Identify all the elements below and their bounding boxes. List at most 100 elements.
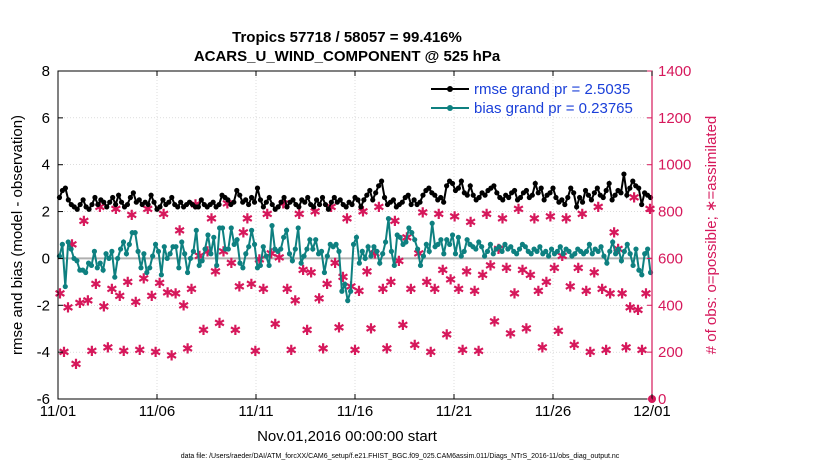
rmse-point [588, 197, 595, 203]
bias-point [429, 220, 435, 226]
obs-marker: ✱ [138, 271, 150, 287]
obs-marker: ✱ [409, 338, 421, 354]
bias-point [473, 246, 479, 252]
obs-marker: ✱ [441, 328, 453, 344]
bias-point [147, 265, 153, 271]
bias-point [339, 288, 345, 294]
obs-marker: ✱ [66, 237, 78, 253]
obs-marker: ✱ [497, 212, 509, 228]
legend: rmse grand pr = 2.5035 bias grand pr = 0.… [431, 81, 633, 117]
bias-point [184, 269, 191, 276]
obs-marker: ✱ [210, 264, 222, 280]
bias-point [566, 248, 572, 254]
bias-point [464, 237, 470, 243]
bias-point [627, 251, 633, 257]
rmse-point [115, 192, 122, 198]
legend-rmse-label: rmse grand pr = 2.5035 [474, 81, 630, 98]
obs-marker: ✱ [620, 340, 632, 356]
bias-point [645, 246, 651, 252]
obs-marker: ✱ [222, 196, 234, 212]
rmse-point [370, 197, 376, 203]
obs-marker: ✱ [194, 249, 206, 265]
bias-point [479, 244, 485, 250]
bias-point [281, 234, 287, 240]
bias-point [88, 262, 95, 269]
bias-point [353, 234, 360, 240]
bias-point [283, 227, 290, 233]
obs-marker: ✱ [469, 284, 481, 300]
obs-marker: ✱ [182, 342, 194, 358]
bias-point [476, 239, 482, 245]
obs-marker: ✱ [600, 343, 612, 359]
obs-marker: ✱ [313, 291, 325, 307]
bias-point [208, 251, 214, 257]
rmse-point [178, 199, 184, 205]
bias-point [249, 227, 255, 233]
rmse-point [136, 197, 142, 203]
bias-point [278, 246, 284, 252]
bias-point [292, 246, 298, 252]
bias-point [251, 241, 258, 247]
obs-marker: ✱ [489, 315, 501, 331]
obs-marker: ✱ [604, 287, 616, 303]
bias-point [199, 258, 205, 264]
bias-point [350, 241, 357, 247]
obs-marker: ✱ [365, 322, 377, 338]
y-axis-right-label: # of obs: o=possible; ∗=assimilated [703, 116, 720, 355]
obs-marker: ✱ [102, 340, 114, 356]
rmse-point [408, 201, 414, 208]
rmse-point [618, 190, 624, 196]
obs-marker: ✱ [417, 206, 429, 222]
rmse-point [517, 194, 524, 201]
bias-point [537, 244, 543, 250]
bias-point [499, 248, 505, 254]
bias-point [179, 239, 185, 245]
obs-marker: ✱ [584, 345, 596, 361]
bias-point [91, 248, 97, 254]
bias-point [382, 239, 389, 245]
x-tick-label: 11/21 [436, 403, 472, 420]
rmse-point [476, 194, 482, 201]
bias-point [342, 281, 348, 287]
bias-point [490, 251, 496, 257]
rmse-point [606, 180, 612, 187]
rmse-point [373, 190, 379, 196]
rmse-point [612, 192, 618, 198]
obs-marker: ✱ [281, 282, 293, 298]
bias-point [601, 253, 607, 259]
rmse-point [405, 192, 411, 198]
bias-point [636, 267, 642, 273]
obs-marker: ✱ [437, 263, 449, 279]
obs-marker: ✱ [389, 214, 401, 230]
rmse-point [511, 187, 518, 194]
rmse-point [328, 199, 334, 205]
obs-marker: ✱ [230, 323, 242, 339]
rmse-point [95, 201, 101, 208]
bias-point [557, 244, 563, 250]
obs-marker: ✱ [481, 207, 493, 223]
bias-point [295, 225, 301, 231]
obs-marker: ✱ [158, 207, 170, 223]
obs-marker: ✱ [166, 349, 178, 365]
y-right-tick-label: 400 [658, 297, 683, 314]
obs-marker: ✱ [114, 289, 126, 305]
rmse-point [195, 204, 201, 210]
bias-point [610, 239, 616, 245]
y-tick-label: 2 [42, 204, 50, 221]
bias-point [324, 253, 330, 259]
obs-marker: ✱ [361, 264, 373, 280]
y-tick-label: 6 [42, 110, 50, 127]
rmse-point [426, 185, 432, 191]
bias-point [333, 241, 339, 247]
obs-marker: ✱ [421, 275, 433, 291]
obs-marker: ✱ [644, 202, 656, 218]
obs-marker: ✱ [86, 344, 98, 360]
rmse-point [529, 192, 535, 198]
bias-point [633, 246, 639, 252]
obs-marker: ✱ [178, 298, 190, 314]
obs-marker: ✱ [134, 343, 146, 359]
obs-marker: ✱ [505, 326, 517, 342]
rmse-point [523, 187, 530, 194]
bias-point [246, 244, 252, 250]
rmse-point [65, 197, 71, 203]
